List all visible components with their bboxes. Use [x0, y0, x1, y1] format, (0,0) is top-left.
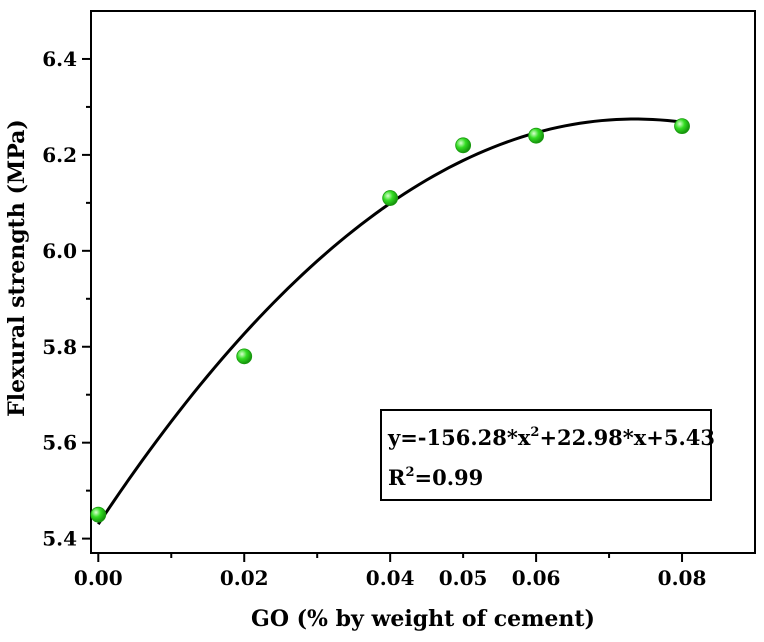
y-tick-label: 6.0 [42, 239, 77, 263]
r-squared-exponent: 2 [405, 465, 414, 480]
plot-frame [90, 10, 756, 554]
fit-equation-part2: +22.98*x+5.43 [539, 425, 715, 450]
x-tick-label: 0.02 [220, 566, 269, 590]
r-squared: R2=0.99 [388, 465, 483, 490]
data-points [90, 118, 690, 523]
y-tick-label: 5.4 [42, 527, 77, 551]
data-point [528, 127, 544, 144]
y-tick-label: 6.4 [42, 47, 77, 71]
data-point [236, 348, 253, 365]
y-axis-ticks: 5.4 5.6 5.8 6.0 6.2 6.4 [42, 47, 91, 551]
y-tick-label: 6.2 [42, 143, 77, 167]
y-tick-label: 5.8 [42, 335, 77, 359]
equation-box-frame [380, 409, 712, 501]
fit-equation: y=-156.28*x2+22.98*x+5.43 [387, 425, 715, 450]
x-tick-label: 0.08 [658, 566, 707, 590]
data-point [90, 506, 107, 523]
r-squared-part1: R [388, 465, 406, 490]
x-tick-label: 0.04 [366, 566, 415, 590]
x-tick-label: 0.06 [512, 566, 561, 590]
equation-box: y=-156.28*x2+22.98*x+5.43 R2=0.99 [380, 409, 715, 501]
data-point [674, 118, 690, 135]
y-axis-title: Flexural strength (MPa) [4, 119, 30, 417]
x-axis-title: GO (% by weight of cement) [251, 606, 595, 632]
r-squared-part2: =0.99 [415, 465, 484, 490]
data-point [455, 137, 472, 154]
x-tick-label: 0.05 [439, 566, 488, 590]
x-tick-label: 0.00 [74, 566, 123, 590]
y-tick-label: 5.6 [42, 431, 77, 455]
fit-equation-exponent: 2 [530, 425, 539, 440]
data-point [382, 190, 399, 206]
fit-equation-part1: y=-156.28*x [387, 425, 531, 450]
x-axis-ticks: 0.00 0.02 0.04 0.05 0.06 0.08 [74, 553, 706, 590]
